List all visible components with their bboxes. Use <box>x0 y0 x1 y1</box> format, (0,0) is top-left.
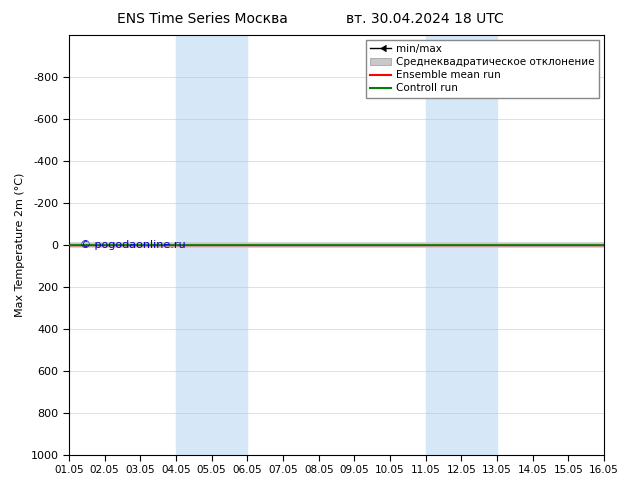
Text: вт. 30.04.2024 18 UTC: вт. 30.04.2024 18 UTC <box>346 12 503 26</box>
Legend: min/max, Среднеквадратическое отклонение, Ensemble mean run, Controll run: min/max, Среднеквадратическое отклонение… <box>366 40 599 98</box>
Bar <box>426 35 497 455</box>
Text: ENS Time Series Москва: ENS Time Series Москва <box>117 12 288 26</box>
Y-axis label: Max Temperature 2m (°C): Max Temperature 2m (°C) <box>15 172 25 317</box>
Bar <box>176 35 247 455</box>
Text: © pogodaonline.ru: © pogodaonline.ru <box>80 240 185 249</box>
